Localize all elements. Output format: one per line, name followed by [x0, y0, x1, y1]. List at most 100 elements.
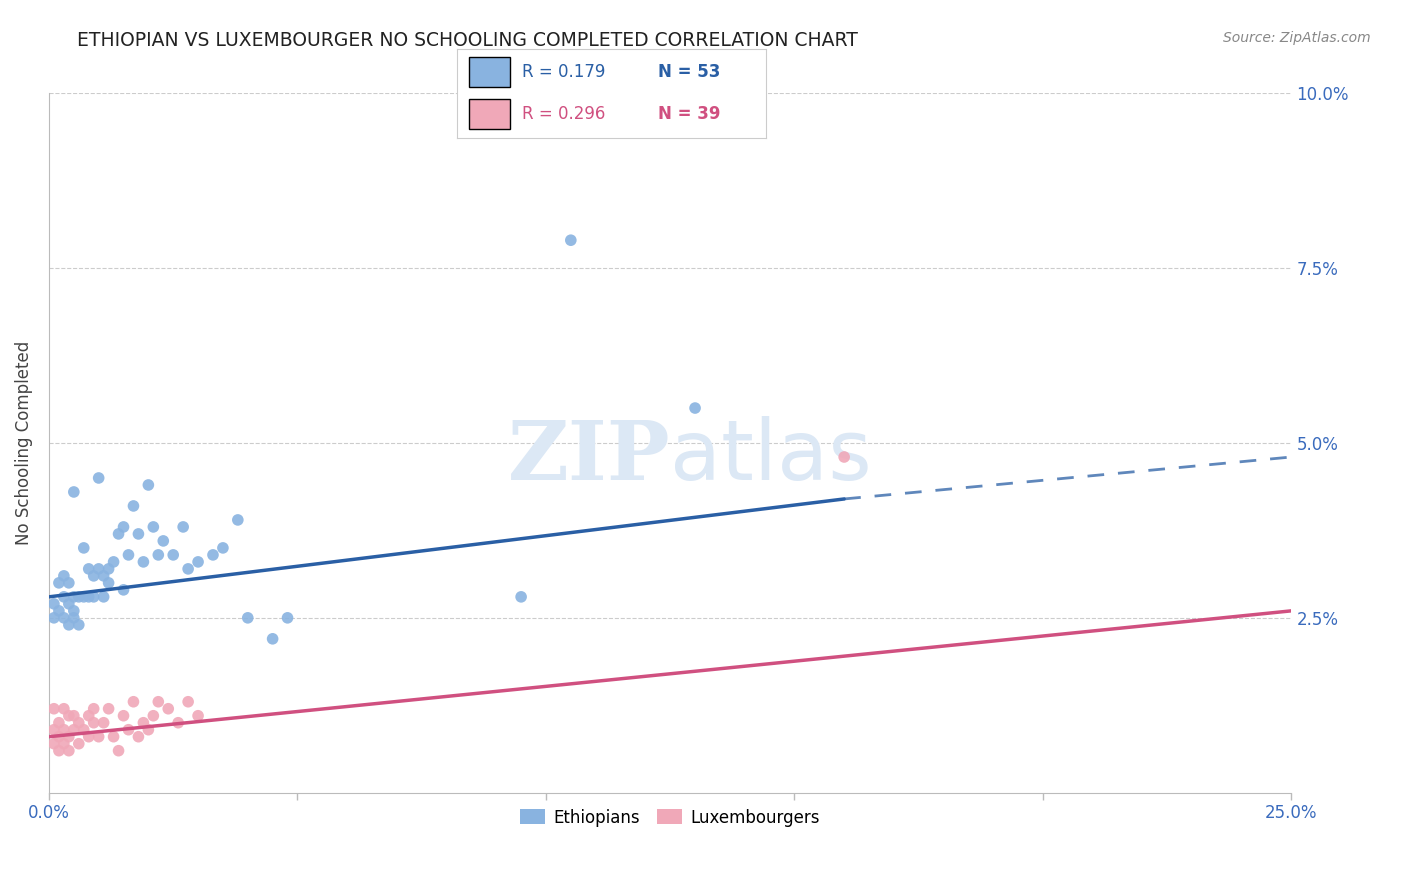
Point [167, 715, 190, 730]
Point [142, 708, 165, 723]
Y-axis label: No Schooling Completed: No Schooling Completed [15, 341, 32, 545]
Point [67, 590, 90, 604]
Point [132, 715, 155, 730]
Point [48, 715, 70, 730]
Point [177, 562, 200, 576]
Point [277, 611, 299, 625]
Text: atlas: atlas [671, 417, 872, 498]
Point [77, 730, 100, 744]
Point [83, 702, 105, 716]
Point [201, 548, 224, 562]
Point [560, 233, 582, 247]
Point [87, 562, 110, 576]
Point [103, 555, 125, 569]
Point [58, 730, 80, 744]
Point [58, 617, 80, 632]
Point [262, 632, 284, 646]
Point [58, 744, 80, 758]
Point [152, 533, 174, 548]
Point [52, 702, 75, 716]
Point [177, 695, 200, 709]
Point [63, 708, 86, 723]
Point [226, 513, 249, 527]
Point [107, 744, 129, 758]
Point [93, 569, 115, 583]
Point [58, 575, 80, 590]
Point [93, 590, 115, 604]
Point [42, 611, 65, 625]
Point [117, 723, 139, 737]
Point [162, 548, 184, 562]
Point [117, 548, 139, 562]
Point [97, 562, 120, 576]
Point [87, 730, 110, 744]
Point [52, 590, 75, 604]
FancyBboxPatch shape [470, 57, 509, 87]
Point [683, 401, 706, 415]
Point [187, 555, 209, 569]
Point [58, 597, 80, 611]
Point [52, 737, 75, 751]
Text: ETHIOPIAN VS LUXEMBOURGER NO SCHOOLING COMPLETED CORRELATION CHART: ETHIOPIAN VS LUXEMBOURGER NO SCHOOLING C… [77, 31, 858, 50]
Point [97, 575, 120, 590]
Point [73, 541, 96, 555]
Point [42, 723, 65, 737]
Point [112, 582, 135, 597]
Point [83, 715, 105, 730]
Text: N = 53: N = 53 [658, 63, 720, 81]
Text: R = 0.296: R = 0.296 [522, 105, 605, 123]
Point [832, 450, 855, 464]
Point [132, 555, 155, 569]
Point [77, 590, 100, 604]
Point [73, 723, 96, 737]
Point [63, 611, 86, 625]
Point [103, 730, 125, 744]
Text: R = 0.179: R = 0.179 [522, 63, 605, 81]
Point [48, 744, 70, 758]
Point [77, 708, 100, 723]
Point [63, 723, 86, 737]
Text: ZIP: ZIP [508, 417, 671, 497]
Point [58, 708, 80, 723]
Point [42, 702, 65, 716]
Point [83, 569, 105, 583]
Point [172, 520, 194, 534]
Point [93, 715, 115, 730]
Point [52, 569, 75, 583]
Point [67, 715, 90, 730]
Point [42, 597, 65, 611]
Point [212, 541, 235, 555]
Point [142, 520, 165, 534]
Point [127, 730, 149, 744]
Point [138, 723, 160, 737]
Point [63, 604, 86, 618]
Text: Source: ZipAtlas.com: Source: ZipAtlas.com [1223, 31, 1371, 45]
Point [138, 478, 160, 492]
Point [67, 737, 90, 751]
Point [187, 708, 209, 723]
Legend: Ethiopians, Luxembourgers: Ethiopians, Luxembourgers [513, 802, 827, 833]
Point [42, 737, 65, 751]
Point [48, 730, 70, 744]
Point [48, 604, 70, 618]
Point [83, 590, 105, 604]
Point [510, 590, 533, 604]
FancyBboxPatch shape [470, 99, 509, 129]
Point [157, 702, 180, 716]
Point [73, 590, 96, 604]
Point [107, 527, 129, 541]
Point [97, 702, 120, 716]
Point [87, 471, 110, 485]
Text: N = 39: N = 39 [658, 105, 720, 123]
Point [236, 611, 259, 625]
Point [122, 695, 145, 709]
Point [127, 527, 149, 541]
Point [122, 499, 145, 513]
Point [63, 590, 86, 604]
Point [52, 723, 75, 737]
Point [112, 520, 135, 534]
Point [148, 548, 170, 562]
Point [148, 695, 170, 709]
Point [52, 611, 75, 625]
Point [67, 617, 90, 632]
